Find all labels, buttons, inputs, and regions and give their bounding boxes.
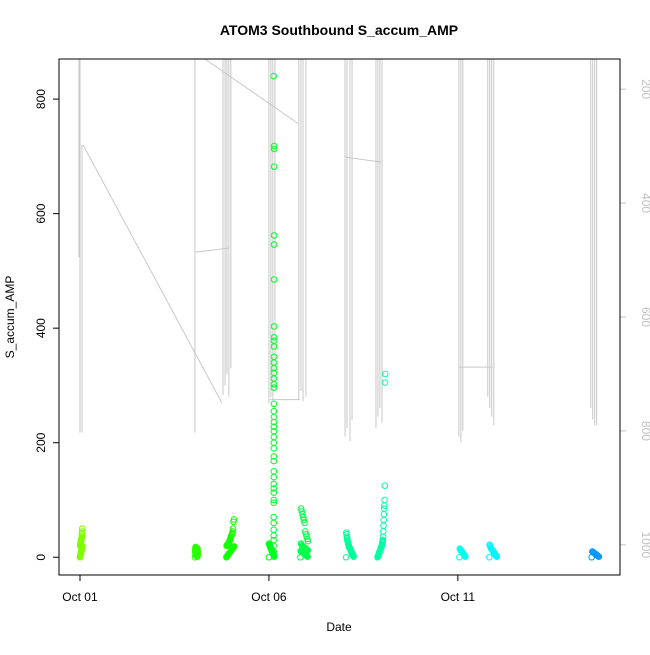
data-point <box>229 528 236 535</box>
data-point <box>270 551 277 558</box>
data-point <box>270 526 278 534</box>
data-point <box>301 528 309 535</box>
data-point <box>590 549 598 556</box>
y-tick-label: 400 <box>34 318 48 338</box>
data-point <box>486 541 494 548</box>
data-point <box>270 72 277 80</box>
chart-title: ATOM3 Southbound S_accum_AMP <box>220 22 458 38</box>
data-point <box>343 533 351 540</box>
axes: 0 200 400 600 800 Oct 01 Oct 06 Oct 11 200 400 600… <box>34 79 650 604</box>
y-axis-label: S_accum_AMP <box>3 276 17 359</box>
data-point <box>342 553 350 561</box>
data-point <box>380 522 387 530</box>
scatter-points <box>76 72 603 561</box>
data-point <box>193 544 201 552</box>
data-point <box>270 453 278 460</box>
data-point <box>270 400 278 408</box>
data-point <box>381 370 389 378</box>
data-point <box>78 532 86 539</box>
data-point <box>270 457 278 465</box>
data-point <box>270 364 278 372</box>
data-point <box>589 548 596 555</box>
data-point <box>270 359 278 366</box>
data-point <box>270 496 278 504</box>
data-point <box>270 513 278 521</box>
data-point <box>270 334 278 341</box>
data-point <box>230 543 238 550</box>
data-point <box>297 540 305 547</box>
data-point <box>270 480 278 488</box>
data-point <box>270 423 278 430</box>
data-point <box>270 418 278 426</box>
data-point <box>270 353 278 361</box>
secondary-line-segment <box>194 247 229 253</box>
data-point <box>229 525 237 532</box>
data-point <box>270 489 278 496</box>
data-point <box>380 516 388 524</box>
data-point <box>230 516 238 523</box>
data-point <box>270 499 278 507</box>
data-point <box>270 241 278 248</box>
data-point <box>230 518 237 526</box>
data-point <box>343 529 350 536</box>
data-point <box>270 232 278 239</box>
data-point <box>380 505 388 512</box>
data-point <box>270 276 278 283</box>
secondary-series-lines <box>78 58 598 443</box>
x-tick-label: Oct 01 <box>62 590 98 604</box>
x-tick-label: Oct 11 <box>441 590 476 604</box>
data-point <box>78 528 86 535</box>
y-tick-label: 600 <box>34 203 48 223</box>
data-point <box>270 163 278 170</box>
data-point <box>270 485 278 492</box>
data-point <box>381 379 389 386</box>
data-point <box>270 384 278 392</box>
data-point <box>270 439 278 447</box>
right-tick-label: 800 <box>639 421 650 441</box>
x-tick-label: Oct 06 <box>251 590 287 604</box>
data-point <box>270 375 278 382</box>
data-point <box>270 519 278 527</box>
data-point <box>380 510 388 518</box>
data-point <box>297 505 305 512</box>
data-point <box>270 323 278 330</box>
plot-box <box>58 58 621 576</box>
data-point <box>270 473 278 481</box>
data-point <box>270 145 278 153</box>
data-point <box>270 337 278 345</box>
data-point <box>78 525 86 532</box>
data-point <box>456 545 464 552</box>
secondary-line-segment <box>82 144 223 404</box>
data-point <box>270 445 278 452</box>
y-tick-label: 200 <box>34 432 48 452</box>
data-point <box>270 468 278 475</box>
y-tick-label: 800 <box>34 89 48 109</box>
data-point <box>381 482 389 489</box>
data-point <box>270 343 278 350</box>
data-point <box>192 544 200 551</box>
data-point <box>486 553 493 561</box>
data-point <box>381 496 388 504</box>
data-point <box>270 433 278 441</box>
data-point <box>270 380 278 388</box>
right-tick-label: 600 <box>639 307 650 327</box>
right-tick-label: 200 <box>639 79 650 99</box>
data-point <box>192 543 199 551</box>
data-point <box>589 548 597 556</box>
right-tick-label: 400 <box>639 193 650 213</box>
data-point <box>302 531 310 538</box>
secondary-line-segment <box>344 156 382 163</box>
data-point <box>270 142 278 150</box>
data-point <box>194 545 201 552</box>
data-point <box>298 508 306 515</box>
right-tick-label: 1000 <box>639 531 650 558</box>
y-tick-label: 0 <box>34 554 48 561</box>
x-axis-label: Date <box>326 620 352 634</box>
data-point <box>270 407 278 415</box>
data-point <box>270 532 277 539</box>
data-point <box>379 536 387 544</box>
secondary-line-segment <box>204 58 299 124</box>
data-point <box>270 548 277 555</box>
